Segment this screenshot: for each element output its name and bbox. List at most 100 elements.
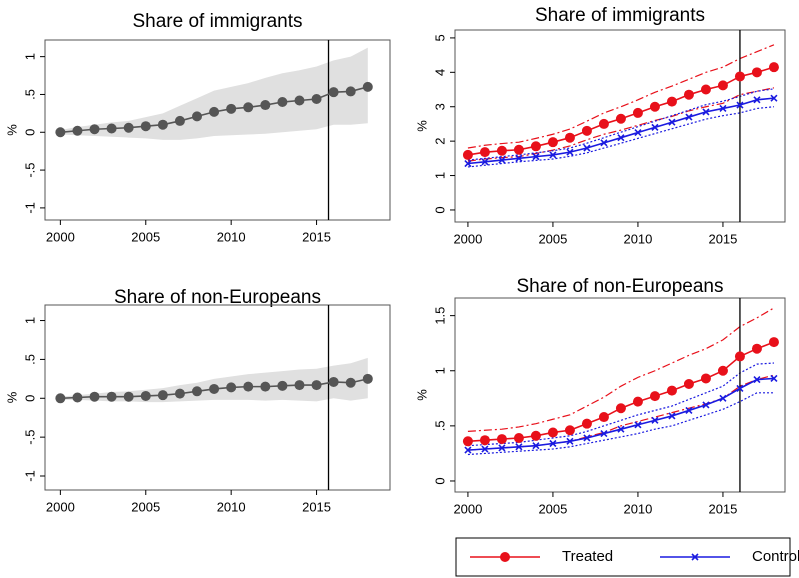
panel-title: Share of non-Europeans bbox=[516, 276, 723, 297]
marker bbox=[260, 100, 271, 111]
y-tick-label: 1 bbox=[22, 317, 37, 324]
marker bbox=[615, 403, 626, 414]
marker bbox=[140, 121, 151, 132]
legend-label: Treated bbox=[562, 548, 613, 565]
x-tick-label: 2000 bbox=[46, 499, 75, 514]
confidence-line bbox=[467, 87, 775, 162]
marker bbox=[106, 391, 117, 402]
confidence-band bbox=[60, 47, 368, 140]
series-line bbox=[467, 97, 775, 165]
marker bbox=[174, 115, 185, 126]
marker bbox=[192, 386, 203, 397]
marker bbox=[226, 103, 237, 114]
marker bbox=[72, 125, 83, 136]
marker bbox=[600, 430, 608, 438]
marker bbox=[294, 380, 305, 391]
marker bbox=[513, 432, 524, 443]
marker bbox=[496, 434, 507, 445]
marker bbox=[157, 390, 168, 401]
x-tick-label: 2010 bbox=[623, 231, 652, 246]
marker bbox=[192, 111, 203, 122]
y-tick-label: 3 bbox=[432, 103, 447, 110]
marker bbox=[564, 132, 575, 143]
marker bbox=[581, 418, 592, 429]
confidence-line bbox=[467, 307, 775, 432]
marker bbox=[700, 373, 711, 384]
confidence-line bbox=[467, 106, 775, 168]
y-tick-label: 0 bbox=[22, 395, 37, 402]
marker bbox=[479, 147, 490, 158]
y-tick-label: 0 bbox=[22, 129, 37, 136]
marker bbox=[530, 430, 541, 441]
marker bbox=[581, 125, 592, 136]
marker bbox=[634, 421, 642, 429]
marker bbox=[209, 383, 220, 394]
x-tick-label: 2005 bbox=[131, 229, 160, 244]
marker bbox=[632, 107, 643, 118]
panel-title: Share of non-Europeans bbox=[114, 287, 321, 308]
marker bbox=[634, 128, 642, 137]
marker bbox=[547, 137, 558, 148]
marker bbox=[615, 113, 626, 124]
marker bbox=[479, 435, 490, 446]
panel-title: Share of immigrants bbox=[535, 5, 705, 26]
y-axis-label: % bbox=[4, 391, 19, 403]
marker bbox=[683, 378, 694, 389]
marker bbox=[751, 67, 762, 78]
marker bbox=[566, 148, 574, 156]
marker bbox=[530, 141, 541, 152]
marker bbox=[666, 96, 677, 107]
marker bbox=[260, 381, 271, 392]
marker bbox=[277, 380, 288, 391]
y-tick-label: -1 bbox=[22, 202, 37, 214]
marker bbox=[583, 144, 591, 152]
y-tick-label: 1 bbox=[432, 367, 447, 374]
marker bbox=[668, 118, 676, 126]
marker bbox=[753, 96, 761, 104]
marker bbox=[72, 392, 83, 403]
marker bbox=[311, 380, 322, 391]
marker bbox=[498, 156, 506, 164]
marker bbox=[123, 122, 134, 133]
panel-title: Share of immigrants bbox=[132, 11, 302, 32]
marker bbox=[345, 86, 356, 97]
y-tick-label: 1 bbox=[432, 172, 447, 179]
y-tick-label: 4 bbox=[432, 69, 447, 76]
marker bbox=[481, 158, 489, 166]
marker bbox=[564, 425, 575, 436]
x-tick-label: 2005 bbox=[131, 499, 160, 514]
x-tick-label: 2010 bbox=[217, 499, 246, 514]
marker bbox=[209, 106, 220, 117]
marker bbox=[243, 381, 254, 392]
marker bbox=[515, 154, 523, 162]
y-tick-label: 1.5 bbox=[432, 307, 447, 325]
marker bbox=[174, 388, 185, 399]
marker bbox=[702, 108, 710, 116]
marker bbox=[600, 139, 608, 147]
legend-marker bbox=[691, 553, 699, 561]
plot-frame bbox=[454, 29, 786, 223]
y-tick-label: 2 bbox=[432, 138, 447, 145]
marker bbox=[311, 93, 322, 104]
x-tick-label: 2005 bbox=[538, 501, 567, 516]
marker bbox=[498, 444, 506, 452]
x-tick-label: 2000 bbox=[453, 501, 482, 516]
marker bbox=[496, 145, 507, 156]
y-tick-label: -.5 bbox=[22, 430, 37, 445]
y-tick-label: -.5 bbox=[22, 162, 37, 177]
marker bbox=[617, 425, 625, 433]
marker bbox=[632, 396, 643, 407]
marker bbox=[768, 337, 779, 348]
marker bbox=[598, 412, 609, 423]
marker bbox=[668, 412, 676, 420]
marker bbox=[666, 385, 677, 396]
y-tick-label: 0 bbox=[432, 206, 447, 213]
marker bbox=[651, 416, 659, 424]
marker bbox=[598, 118, 609, 129]
confidence-line bbox=[467, 392, 774, 456]
x-tick-label: 2005 bbox=[538, 231, 567, 246]
marker bbox=[751, 343, 762, 354]
y-axis-label: % bbox=[414, 120, 429, 132]
x-tick-label: 2015 bbox=[708, 501, 737, 516]
marker bbox=[294, 95, 305, 106]
